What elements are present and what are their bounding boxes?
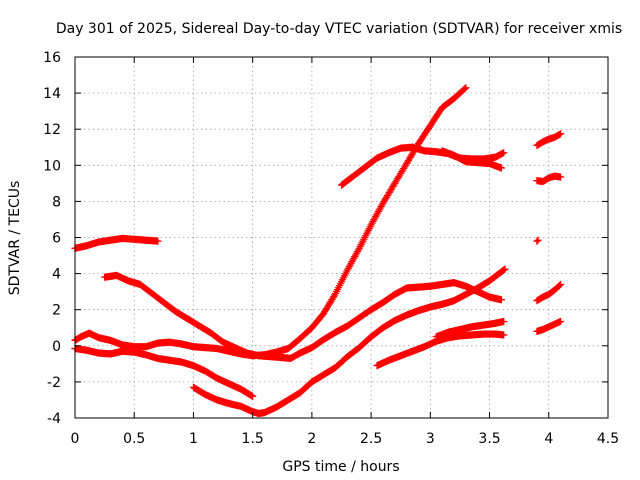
x-tick-label: 0.5 <box>123 431 145 447</box>
data-point <box>500 317 508 326</box>
data-point <box>501 265 509 273</box>
data-point <box>497 296 505 304</box>
data-point <box>534 236 542 244</box>
data-point <box>462 84 470 92</box>
data-point <box>500 331 508 339</box>
y-tick-label: 0 <box>52 339 61 355</box>
data-point <box>249 392 257 400</box>
y-tick-label: -4 <box>47 411 61 427</box>
y-tick-label: 4 <box>52 267 61 283</box>
data-point <box>556 130 564 138</box>
data-series <box>71 84 565 418</box>
y-axis-label: SDTVAR / TECUs <box>7 181 23 296</box>
y-tick-label: 14 <box>43 86 61 102</box>
y-tick-label: 16 <box>43 50 61 66</box>
series-track-14 <box>533 317 565 335</box>
series-track-5 <box>189 265 509 418</box>
series-track-6 <box>337 143 508 189</box>
y-tick-label: -2 <box>47 375 61 391</box>
data-point <box>557 280 565 289</box>
data-point <box>461 84 469 93</box>
data-point <box>497 164 505 172</box>
x-axis-label: GPS time / hours <box>282 459 399 475</box>
series-track-11 <box>533 172 565 186</box>
x-tick-label: 3.5 <box>478 431 500 447</box>
y-tick-label: 6 <box>52 231 61 247</box>
y-tick-label: 12 <box>43 122 61 138</box>
axis-ticks: 0 0.5 1 1.5 2 2.5 3 3.5 4 4.5 -4 -2 0 2 4 6 8 10 12 14 16 <box>43 50 619 447</box>
data-point <box>556 281 564 289</box>
data-point <box>500 266 508 274</box>
x-tick-label: 2.5 <box>360 431 382 447</box>
data-point <box>154 237 162 245</box>
series-track-7 <box>438 147 505 172</box>
data-point <box>557 317 565 326</box>
x-tick-label: 1.5 <box>242 431 264 447</box>
x-tick-label: 0 <box>71 431 80 447</box>
data-point <box>533 237 541 245</box>
series-track-1 <box>71 234 162 252</box>
series-track-3 <box>71 84 470 360</box>
series-track-10 <box>533 130 565 150</box>
x-tick-label: 3 <box>426 431 435 447</box>
series-track-12 <box>533 236 542 245</box>
chart-title: Day 301 of 2025, Sidereal Day-to-day VTE… <box>56 21 622 37</box>
x-tick-label: 2 <box>307 431 316 447</box>
data-point <box>557 130 565 138</box>
data-point <box>557 173 565 181</box>
x-tick-label: 1 <box>189 431 198 447</box>
series-track-9 <box>432 317 508 341</box>
series-track-13 <box>533 280 565 305</box>
series-track-4 <box>71 344 257 400</box>
data-point <box>500 149 508 157</box>
y-tick-label: 10 <box>43 158 61 174</box>
x-tick-label: 4 <box>544 431 553 447</box>
grid <box>75 57 608 418</box>
x-tick-label: 4.5 <box>597 431 619 447</box>
series-track-2 <box>101 271 505 363</box>
y-tick-label: 8 <box>52 194 61 210</box>
y-tick-label: 2 <box>52 303 61 319</box>
